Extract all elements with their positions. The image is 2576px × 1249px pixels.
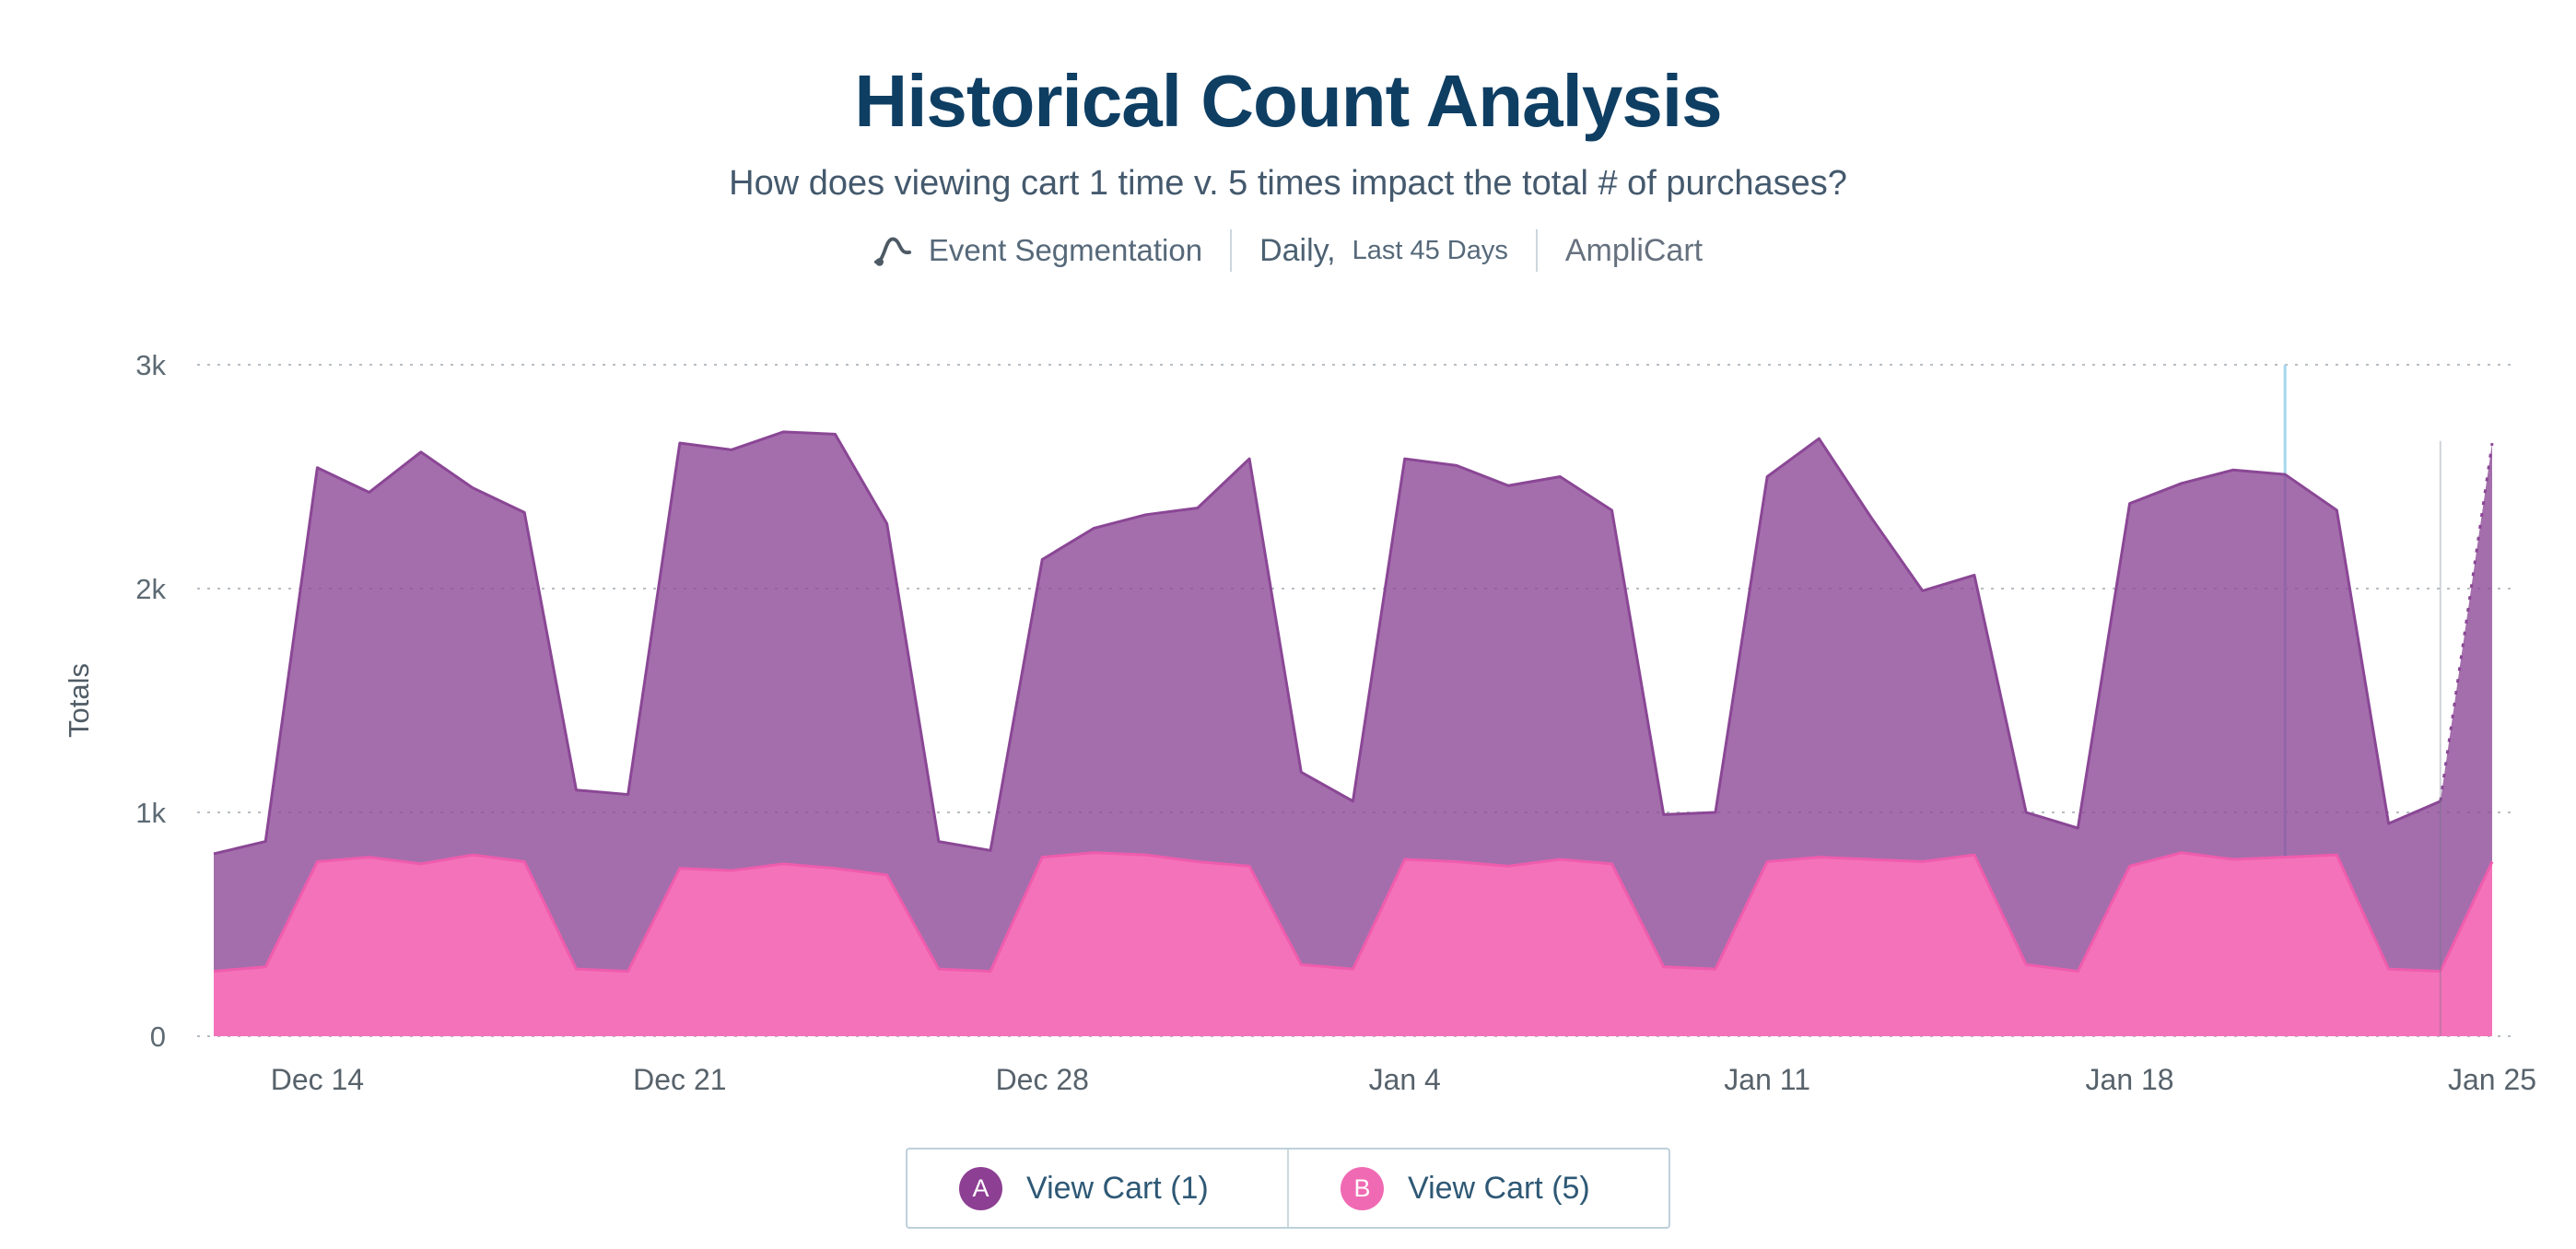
series-b-area[interactable] [214, 852, 2492, 1036]
range-label: Last 45 Days [1352, 235, 1508, 265]
series-a-label: View Cart (1) [1026, 1170, 1209, 1206]
page-title: Historical Count Analysis [854, 60, 1722, 142]
x-axis-tick-label: Jan 25 [2448, 1063, 2536, 1096]
legend-item-view-cart-1[interactable]: A View Cart (1) [907, 1150, 1289, 1227]
series-b-line-end [2439, 860, 2494, 973]
series-b-label: View Cart (5) [1408, 1170, 1590, 1206]
chart-type-label: Event Segmentation [928, 233, 1203, 267]
chart-subtitle: How does viewing cart 1 time v. 5 times … [729, 164, 1847, 203]
y-axis-tick-label: 2k [135, 573, 166, 605]
legend-item-view-cart-5[interactable]: B View Cart (5) [1289, 1150, 1669, 1227]
meta-divider [1535, 229, 1538, 272]
meta-divider [1230, 229, 1233, 272]
y-axis-title: Totals [63, 663, 95, 738]
x-axis-tick-label: Jan 11 [1724, 1063, 1810, 1096]
chart-meta-row: Event Segmentation Daily, Last 45 Days A… [0, 229, 2576, 272]
x-axis-tick-label: Dec 14 [271, 1063, 364, 1096]
y-axis-tick-label: 1k [135, 797, 166, 829]
series-b-line [213, 851, 2441, 974]
x-axis-tick-label: Jan 4 [1369, 1063, 1441, 1096]
interval-label: Daily, [1259, 232, 1336, 268]
date-range-group: Daily, Last 45 Days [1259, 233, 1508, 269]
x-axis-tick-label: Dec 21 [633, 1063, 726, 1096]
event-segmentation-icon [873, 237, 911, 266]
area-chart-canvas[interactable]: 0 1k 2k 3k Totals Dec 14 Dec 21 Dec 28 Jan 4 Jan … [0, 0, 2576, 1124]
x-axis-tick-label: Dec 28 [996, 1063, 1089, 1096]
series-b-badge: B [1341, 1166, 1384, 1210]
project-name: AmpliCart [1564, 232, 1704, 268]
chart-type-group: Event Segmentation [873, 231, 1202, 270]
y-axis-tick-label: 3k [135, 349, 166, 381]
series-a-line [213, 430, 2441, 856]
chart-legend: A View Cart (1) B View Cart (5) [906, 1148, 1670, 1229]
series-a-badge: A [959, 1166, 1002, 1210]
series-a-line-end [2439, 442, 2494, 802]
x-axis-tick-label: Jan 18 [2086, 1063, 2174, 1096]
y-axis-tick-label: 0 [150, 1021, 166, 1053]
chart-header: Historical Count Analysis How does viewi… [0, 0, 2576, 272]
